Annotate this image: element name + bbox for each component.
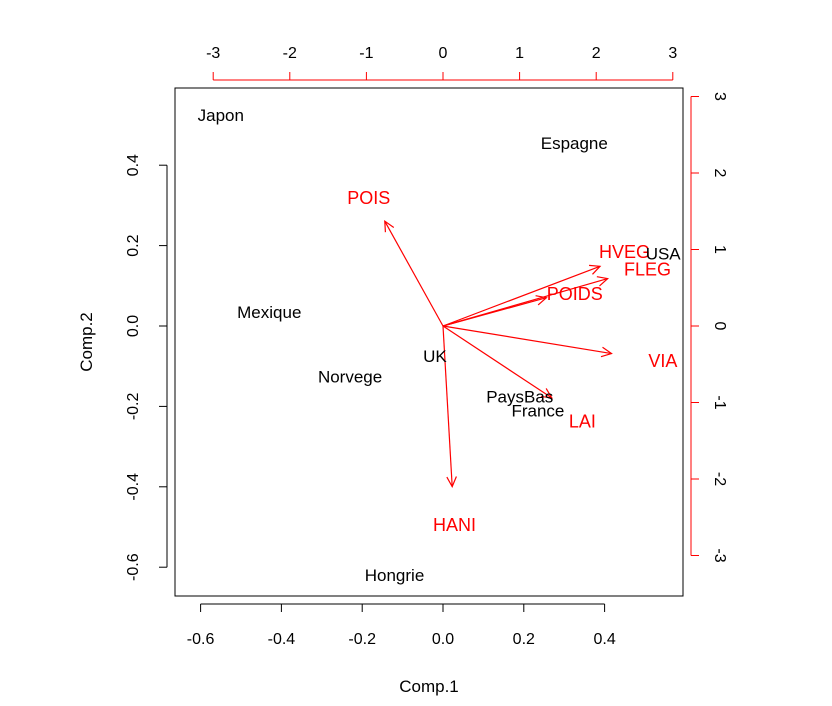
x-tick-label: 0.4 xyxy=(593,631,615,648)
x-tick-label: -0.4 xyxy=(268,631,296,648)
right-tick-label: 0 xyxy=(711,322,728,331)
top-tick-label: -2 xyxy=(283,45,297,62)
y-tick-label: -0.6 xyxy=(125,553,142,581)
y-tick-label: 0.0 xyxy=(125,315,142,337)
observation-label-hongrie: Hongrie xyxy=(365,566,425,585)
y-tick-label: 0.2 xyxy=(125,234,142,256)
arrow-hani xyxy=(442,325,453,487)
arrow-fleg-head xyxy=(596,276,610,287)
x-tick-label: 0.2 xyxy=(513,631,535,648)
top-tick-label: 0 xyxy=(439,45,448,62)
observation-label-japon: Japon xyxy=(198,106,244,125)
variable-arrows xyxy=(384,219,613,489)
variable-label-hveg: HVEG xyxy=(599,242,650,262)
variable-label-poids: POIDS xyxy=(547,284,603,304)
arrow-lai xyxy=(442,325,553,399)
x-tick-label: -0.2 xyxy=(348,631,376,648)
variable-label-via: VIA xyxy=(648,351,677,371)
observation-label-espagne: Espagne xyxy=(541,134,608,153)
x-tick-label: 0.0 xyxy=(432,631,454,648)
arrow-pois-head xyxy=(384,219,395,233)
observation-label-france: France xyxy=(511,401,564,420)
y-axis-title: Comp.2 xyxy=(77,312,96,372)
y-tick-label: 0.4 xyxy=(125,154,142,176)
right-axis: -3 -2 -1 0 1 2 3 xyxy=(690,92,728,563)
arrow-hveg xyxy=(442,265,601,327)
right-tick-label: -1 xyxy=(711,395,728,409)
arrow-poids-head xyxy=(535,295,548,306)
observation-label-norvege: Norvege xyxy=(318,367,382,386)
top-tick-label: 2 xyxy=(592,45,601,62)
arrow-via-head xyxy=(600,346,613,358)
arrow-poids xyxy=(442,297,547,327)
arrow-pois xyxy=(384,220,444,327)
variable-label-hani: HANI xyxy=(433,515,476,535)
x-axis-title: Comp.1 xyxy=(399,677,459,696)
observation-label-paysbas: PaysBas xyxy=(486,387,553,406)
top-axis: -3 -2 -1 0 1 2 3 xyxy=(206,45,677,81)
variable-label-fleg: FLEG xyxy=(624,259,671,279)
right-tick-label: -3 xyxy=(711,548,728,562)
variable-label-lai: LAI xyxy=(569,412,596,432)
observation-labels: Japon Espagne USA Mexique UK Norvege PaysBasFr… xyxy=(198,106,682,585)
top-tick-label: 1 xyxy=(515,45,524,62)
arrow-hveg-head xyxy=(589,264,602,275)
right-tick-label: -2 xyxy=(711,472,728,486)
observation-label-mexique: Mexique xyxy=(237,303,301,322)
arrow-lai-head xyxy=(540,388,553,399)
arrow-via xyxy=(442,325,612,355)
right-tick-label: 1 xyxy=(711,245,728,254)
right-tick-label: 2 xyxy=(711,169,728,178)
right-tick-label: 3 xyxy=(711,92,728,101)
y-axis: -0.6 -0.4 -0.2 0.0 0.2 0.4 xyxy=(125,154,168,581)
observation-label-usa: USA xyxy=(646,245,682,264)
plot-frame xyxy=(174,87,684,597)
observation-label-uk: UK xyxy=(423,347,447,366)
variable-label-pois: POIS xyxy=(347,188,390,208)
y-tick-label: -0.4 xyxy=(125,473,142,501)
x-axis: -0.6 -0.4 -0.2 0.0 0.2 0.4 xyxy=(187,603,616,648)
top-tick-label: -3 xyxy=(206,45,220,62)
top-tick-label: -1 xyxy=(359,45,373,62)
arrow-hani-head xyxy=(446,476,457,489)
y-tick-label: -0.2 xyxy=(125,393,142,421)
x-tick-label: -0.6 xyxy=(187,631,215,648)
top-tick-label: 3 xyxy=(668,45,677,62)
